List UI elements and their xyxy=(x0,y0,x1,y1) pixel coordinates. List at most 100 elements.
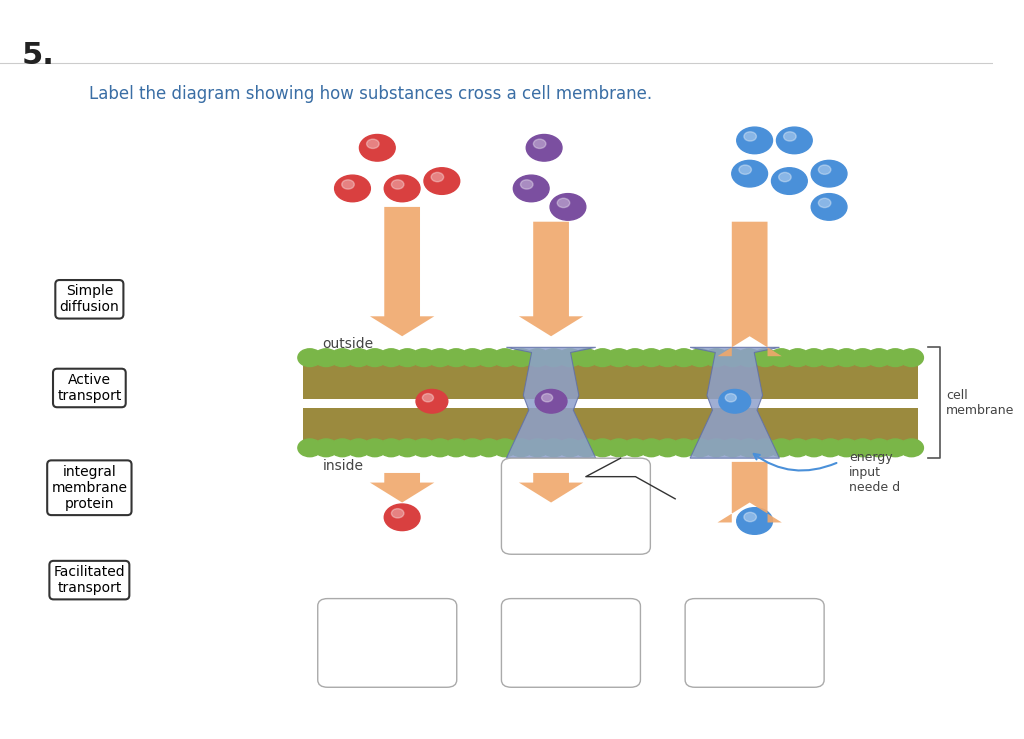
Circle shape xyxy=(736,127,772,154)
Circle shape xyxy=(776,127,812,154)
Circle shape xyxy=(785,349,810,367)
Circle shape xyxy=(331,439,354,457)
Circle shape xyxy=(721,349,744,367)
Circle shape xyxy=(851,439,874,457)
Circle shape xyxy=(314,349,338,367)
Text: outside: outside xyxy=(323,337,374,350)
Circle shape xyxy=(655,439,680,457)
Circle shape xyxy=(536,389,567,413)
Circle shape xyxy=(743,132,757,141)
Circle shape xyxy=(359,134,395,161)
Circle shape xyxy=(867,349,891,367)
Circle shape xyxy=(811,194,847,220)
Circle shape xyxy=(395,349,419,367)
Circle shape xyxy=(550,194,586,220)
Circle shape xyxy=(818,198,830,208)
Circle shape xyxy=(542,394,553,402)
Circle shape xyxy=(558,439,582,457)
FancyBboxPatch shape xyxy=(502,458,650,554)
Circle shape xyxy=(705,439,728,457)
Circle shape xyxy=(379,439,403,457)
Circle shape xyxy=(900,349,924,367)
Circle shape xyxy=(655,349,680,367)
Circle shape xyxy=(331,349,354,367)
Circle shape xyxy=(520,180,534,189)
Circle shape xyxy=(672,349,695,367)
Circle shape xyxy=(298,439,322,457)
Circle shape xyxy=(557,198,569,208)
Circle shape xyxy=(818,165,830,174)
Text: Label the diagram showing how substances cross a cell membrane.: Label the diagram showing how substances… xyxy=(89,85,652,103)
Text: Active
transport: Active transport xyxy=(57,373,122,403)
Circle shape xyxy=(785,439,810,457)
Circle shape xyxy=(754,439,777,457)
Circle shape xyxy=(428,349,452,367)
Circle shape xyxy=(513,175,549,202)
Circle shape xyxy=(391,508,403,518)
Circle shape xyxy=(624,439,647,457)
Circle shape xyxy=(477,439,501,457)
Circle shape xyxy=(558,349,582,367)
Polygon shape xyxy=(370,473,434,503)
Circle shape xyxy=(367,139,379,149)
Circle shape xyxy=(342,180,354,189)
Circle shape xyxy=(461,349,484,367)
Circle shape xyxy=(900,439,924,457)
Circle shape xyxy=(778,172,792,182)
Circle shape xyxy=(783,132,796,141)
Circle shape xyxy=(416,389,447,413)
Polygon shape xyxy=(370,207,434,336)
Circle shape xyxy=(493,439,517,457)
Circle shape xyxy=(347,439,371,457)
Circle shape xyxy=(391,180,403,189)
Circle shape xyxy=(769,439,794,457)
Text: inside: inside xyxy=(323,459,364,472)
Text: cell
membrane: cell membrane xyxy=(946,389,1015,417)
Circle shape xyxy=(412,349,435,367)
Circle shape xyxy=(705,349,728,367)
Circle shape xyxy=(347,349,371,367)
Circle shape xyxy=(736,508,772,534)
Circle shape xyxy=(688,349,712,367)
Polygon shape xyxy=(519,473,584,503)
Circle shape xyxy=(743,512,757,522)
Circle shape xyxy=(424,168,460,194)
Circle shape xyxy=(509,439,534,457)
Circle shape xyxy=(384,175,420,202)
Circle shape xyxy=(422,394,433,402)
Circle shape xyxy=(719,389,751,413)
Circle shape xyxy=(525,349,550,367)
Circle shape xyxy=(574,349,598,367)
Circle shape xyxy=(769,349,794,367)
Text: Facilitated
transport: Facilitated transport xyxy=(53,565,125,595)
FancyBboxPatch shape xyxy=(685,599,824,687)
Circle shape xyxy=(542,439,565,457)
Circle shape xyxy=(431,172,443,182)
Circle shape xyxy=(624,349,647,367)
Circle shape xyxy=(725,394,736,402)
Circle shape xyxy=(851,349,874,367)
Text: Simple
diffusion: Simple diffusion xyxy=(59,285,119,314)
Circle shape xyxy=(395,439,419,457)
FancyBboxPatch shape xyxy=(303,408,919,451)
Circle shape xyxy=(818,439,842,457)
Circle shape xyxy=(542,349,565,367)
Circle shape xyxy=(525,439,550,457)
Circle shape xyxy=(444,349,468,367)
Circle shape xyxy=(884,349,907,367)
Circle shape xyxy=(574,439,598,457)
Circle shape xyxy=(737,349,761,367)
Circle shape xyxy=(884,439,907,457)
Text: integral
membrane
protein: integral membrane protein xyxy=(51,465,127,511)
FancyBboxPatch shape xyxy=(317,599,457,687)
Circle shape xyxy=(541,512,553,522)
Circle shape xyxy=(362,349,387,367)
Circle shape xyxy=(639,349,664,367)
Circle shape xyxy=(461,439,484,457)
Circle shape xyxy=(534,508,569,534)
Circle shape xyxy=(771,168,807,194)
Circle shape xyxy=(739,165,752,174)
FancyBboxPatch shape xyxy=(303,356,919,399)
Circle shape xyxy=(509,349,534,367)
Circle shape xyxy=(493,349,517,367)
